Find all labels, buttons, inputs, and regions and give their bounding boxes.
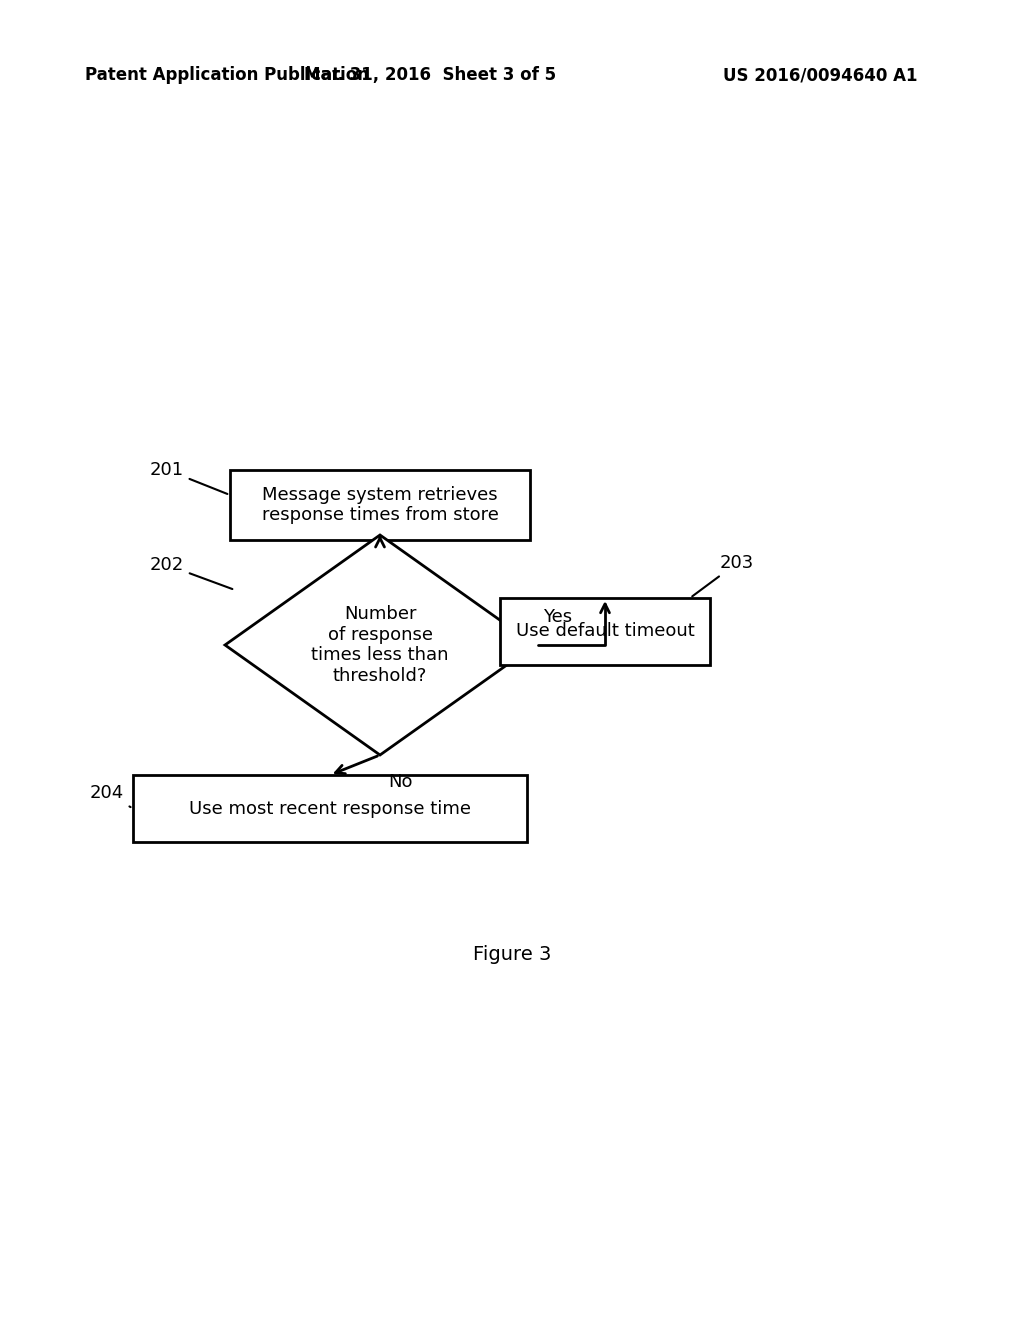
Text: Use most recent response time: Use most recent response time	[189, 800, 471, 817]
Bar	[133, 775, 527, 842]
Text: Patent Application Publication: Patent Application Publication	[85, 66, 369, 84]
Text: 203: 203	[692, 554, 755, 597]
Text: Use default timeout: Use default timeout	[516, 623, 694, 640]
Text: Number
of response
times less than
threshold?: Number of response times less than thres…	[311, 605, 449, 685]
Text: US 2016/0094640 A1: US 2016/0094640 A1	[723, 66, 918, 84]
Text: 204: 204	[90, 784, 131, 807]
Bar	[500, 598, 710, 665]
Bar	[230, 470, 530, 540]
Text: Yes: Yes	[543, 609, 572, 626]
Polygon shape	[225, 535, 535, 755]
Text: 201: 201	[150, 461, 227, 494]
Text: 202: 202	[150, 556, 232, 589]
Text: Message system retrieves
response times from store: Message system retrieves response times …	[261, 486, 499, 524]
Text: Mar. 31, 2016  Sheet 3 of 5: Mar. 31, 2016 Sheet 3 of 5	[304, 66, 556, 84]
Text: Figure 3: Figure 3	[473, 945, 551, 965]
Text: No: No	[388, 774, 413, 791]
